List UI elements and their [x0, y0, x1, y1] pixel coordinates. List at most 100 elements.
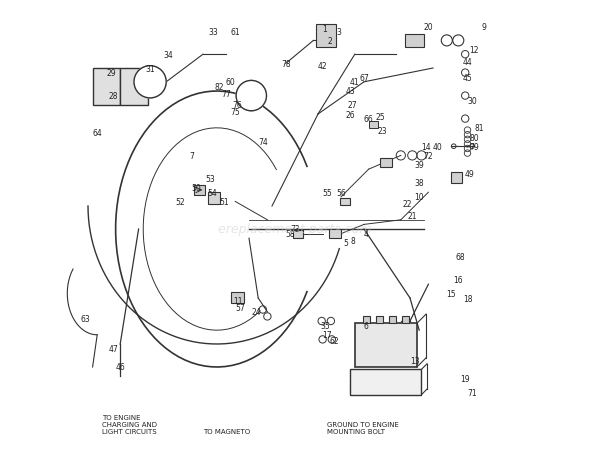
Bar: [208, 193, 221, 204]
Bar: [405, 34, 424, 48]
Text: TO ENGINE
CHARGING AND
LIGHT CIRCUITS: TO ENGINE CHARGING AND LIGHT CIRCUITS: [102, 414, 157, 434]
Text: TO MAGNETO: TO MAGNETO: [203, 428, 250, 434]
Text: 25: 25: [375, 112, 385, 122]
Text: 72: 72: [424, 151, 433, 161]
Bar: [350, 369, 421, 395]
Bar: [231, 293, 244, 303]
Text: 61: 61: [230, 28, 240, 37]
Text: 75: 75: [230, 108, 240, 117]
Text: GROUND TO ENGINE
MOUNTING BOLT: GROUND TO ENGINE MOUNTING BOLT: [327, 421, 399, 434]
Text: 2: 2: [327, 37, 332, 46]
Text: 51: 51: [219, 197, 228, 207]
Bar: [355, 324, 417, 367]
Text: 38: 38: [414, 179, 424, 188]
Bar: [369, 122, 378, 129]
Text: 16: 16: [454, 275, 463, 285]
Text: 17: 17: [322, 330, 332, 340]
Text: 45: 45: [463, 73, 473, 83]
Text: 15: 15: [447, 289, 456, 298]
Text: 57: 57: [235, 303, 245, 312]
Text: 3: 3: [336, 28, 341, 37]
Text: 31: 31: [145, 64, 155, 73]
Text: 82: 82: [214, 83, 224, 92]
Text: 7: 7: [189, 151, 194, 161]
Text: 66: 66: [363, 115, 373, 124]
Text: 24: 24: [251, 308, 261, 317]
Circle shape: [236, 81, 267, 112]
Text: 39: 39: [414, 161, 424, 170]
Text: 9: 9: [481, 23, 486, 32]
Text: 62: 62: [330, 336, 339, 345]
Text: 14: 14: [421, 142, 431, 151]
Text: 52: 52: [175, 197, 185, 207]
Bar: [293, 230, 303, 239]
Circle shape: [134, 67, 166, 99]
Text: 73: 73: [290, 225, 300, 234]
Text: 77: 77: [221, 90, 231, 99]
Text: 74: 74: [258, 138, 268, 147]
Text: 29: 29: [106, 69, 116, 78]
Text: 56: 56: [336, 188, 346, 197]
Text: 11: 11: [232, 296, 242, 305]
Bar: [120, 69, 148, 106]
Text: 6: 6: [364, 321, 369, 330]
Text: 21: 21: [408, 211, 417, 220]
Text: 8: 8: [350, 236, 355, 246]
Text: 35: 35: [320, 321, 330, 330]
Text: 79: 79: [470, 142, 479, 151]
Bar: [363, 317, 371, 324]
Bar: [93, 69, 120, 106]
Text: 53: 53: [205, 174, 215, 184]
Text: 67: 67: [359, 73, 369, 83]
Text: 47: 47: [109, 344, 118, 353]
Circle shape: [134, 67, 166, 99]
Text: ereplacement parts.com: ereplacement parts.com: [218, 223, 372, 236]
Bar: [340, 198, 350, 205]
Text: 80: 80: [470, 133, 479, 142]
Text: 5: 5: [343, 239, 348, 248]
Text: 58: 58: [286, 230, 295, 239]
Text: 63: 63: [81, 314, 91, 324]
Bar: [389, 317, 396, 324]
Text: 18: 18: [463, 294, 472, 303]
Text: 50: 50: [191, 184, 201, 193]
Text: 40: 40: [432, 142, 442, 151]
Text: 64: 64: [92, 129, 102, 138]
Text: 41: 41: [350, 78, 360, 87]
Text: 68: 68: [456, 252, 466, 262]
Text: 71: 71: [467, 388, 477, 397]
Text: 13: 13: [410, 356, 419, 365]
Text: 20: 20: [424, 23, 433, 32]
Bar: [402, 317, 409, 324]
Bar: [376, 317, 384, 324]
Text: 33: 33: [208, 28, 218, 37]
Text: 22: 22: [403, 200, 412, 209]
Text: 60: 60: [226, 78, 235, 87]
Text: 43: 43: [345, 87, 355, 96]
Text: 23: 23: [378, 126, 387, 135]
Text: 54: 54: [207, 188, 217, 197]
Bar: [329, 230, 341, 239]
Text: 34: 34: [163, 50, 173, 60]
Text: 44: 44: [463, 57, 473, 67]
Bar: [194, 186, 205, 195]
Text: 4: 4: [364, 230, 369, 239]
Text: 78: 78: [281, 60, 291, 69]
Text: 81: 81: [474, 124, 484, 133]
Text: 26: 26: [345, 110, 355, 119]
Text: 76: 76: [232, 101, 242, 110]
Bar: [316, 25, 336, 48]
Text: 1: 1: [323, 25, 327, 34]
Text: 42: 42: [318, 62, 327, 71]
Text: 27: 27: [348, 101, 358, 110]
Text: 30: 30: [467, 96, 477, 106]
Text: 19: 19: [460, 374, 470, 383]
Text: 46: 46: [115, 363, 125, 372]
Text: 28: 28: [109, 92, 118, 101]
Text: 55: 55: [322, 188, 332, 197]
Text: 10: 10: [414, 193, 424, 202]
Bar: [451, 172, 461, 184]
Text: 12: 12: [470, 46, 479, 55]
Circle shape: [236, 81, 267, 112]
Text: 49: 49: [465, 170, 475, 179]
